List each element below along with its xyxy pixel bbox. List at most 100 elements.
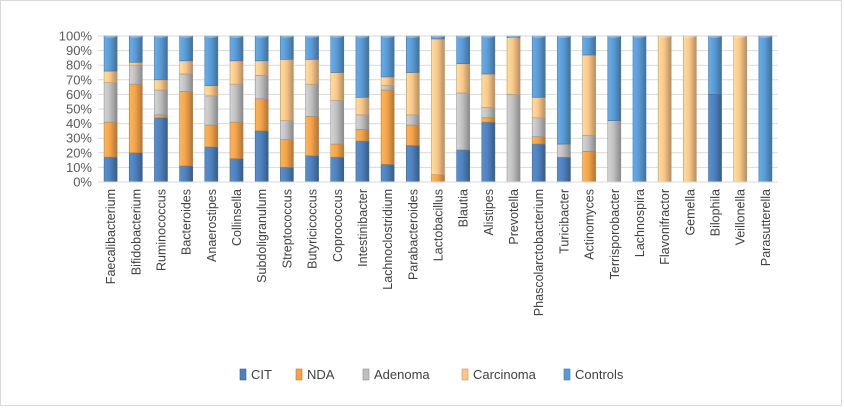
bar-top-cap — [355, 34, 369, 38]
bar-segment-controls — [531, 35, 546, 98]
legend-label-cit: CIT — [251, 367, 272, 382]
bar-segment-adenoma — [456, 92, 470, 151]
bar-segment-adenoma — [280, 120, 294, 140]
bar-segment-carcinoma — [733, 35, 748, 183]
x-category-label: Gemella — [683, 189, 697, 236]
bar-segment-cit — [456, 149, 470, 183]
bar-segment-carcinoma — [481, 73, 496, 108]
x-category-label: Bacteroides — [180, 189, 194, 255]
bar-segment-nda — [481, 117, 496, 123]
bar-segment-controls — [506, 35, 521, 38]
y-tick-label: 60% — [66, 87, 92, 102]
bar-segment-controls — [632, 35, 647, 183]
y-tick-label: 20% — [66, 145, 92, 160]
bar-segment-controls — [582, 35, 596, 56]
bar-segment-controls — [380, 35, 395, 78]
bar-segment-controls — [481, 35, 496, 75]
bar-segment-cit — [355, 140, 370, 183]
bar-top-cap — [280, 34, 294, 38]
x-category-label: Lachnospira — [633, 189, 647, 257]
y-tick-label: 90% — [66, 43, 92, 58]
bar-segment-carcinoma — [330, 72, 345, 101]
bar-top-cap — [658, 34, 672, 38]
bars — [103, 34, 773, 183]
bar-top-cap — [431, 34, 445, 38]
bar-segment-adenoma — [481, 107, 496, 119]
y-tick-label: 80% — [66, 58, 92, 73]
bar-segment-cit — [229, 158, 244, 183]
bar-segment-adenoma — [531, 117, 546, 138]
bar-segment-controls — [254, 35, 269, 62]
bar-segment-carcinoma — [179, 60, 193, 75]
bar-segment-carcinoma — [431, 38, 445, 175]
bar-segment-nda — [406, 124, 420, 146]
y-tick-label: 70% — [66, 72, 92, 87]
bar-segment-controls — [607, 35, 622, 121]
legend-swatch-cit — [239, 368, 247, 381]
bar-segment-nda — [229, 121, 244, 159]
y-tick-label: 40% — [66, 116, 92, 131]
x-category-label: Parasutterella — [759, 189, 773, 266]
bar-top-cap — [733, 34, 747, 38]
bar-segment-cit — [103, 156, 118, 183]
bar-segment-cit — [179, 165, 193, 183]
bar-segment-controls — [330, 35, 345, 73]
bar-segment-nda — [431, 174, 445, 183]
bar-segment-nda — [305, 116, 319, 157]
y-tick-label: 100% — [59, 29, 93, 44]
x-category-label: Blautia — [457, 189, 471, 227]
bar-segment-controls — [204, 35, 219, 86]
bar-segment-carcinoma — [229, 60, 244, 85]
bar-segment-adenoma — [380, 85, 395, 91]
bar-segment-adenoma — [330, 99, 345, 145]
bar-segment-carcinoma — [531, 97, 546, 119]
bar-top-cap — [507, 34, 521, 38]
bar-segment-controls — [280, 35, 294, 60]
x-category-label: Terrisporobacter — [608, 189, 622, 279]
bar-segment-carcinoma — [103, 70, 118, 84]
x-category-label: Flavonifractor — [658, 189, 672, 265]
legend-label-carcinoma: Carcinoma — [473, 367, 537, 382]
bar-segment-adenoma — [154, 89, 168, 116]
bar-segment-carcinoma — [406, 72, 420, 116]
bar-segment-adenoma — [355, 114, 370, 130]
bar-segment-adenoma — [254, 75, 269, 100]
bar-segment-adenoma — [582, 134, 596, 152]
legend-label-controls: Controls — [575, 367, 624, 382]
legend-label-adenoma: Adenoma — [374, 367, 430, 382]
bar-top-cap — [481, 34, 495, 38]
bar-segment-carcinoma — [582, 54, 596, 136]
bar-top-cap — [683, 34, 697, 38]
bar-segment-nda — [582, 151, 596, 183]
x-category-label: Streptococcus — [280, 189, 294, 268]
bar-segment-adenoma — [103, 82, 118, 123]
bar-segment-cit — [531, 143, 546, 183]
legend-swatch-carcinoma — [461, 368, 469, 381]
bar-segment-nda — [531, 136, 546, 145]
bar-top-cap — [607, 34, 621, 38]
y-tick-label: 50% — [66, 102, 92, 117]
bar-top-cap — [456, 34, 470, 38]
bar-segment-controls — [557, 35, 571, 145]
bar-segment-nda — [380, 89, 395, 165]
x-category-label: Lactobacillus — [432, 189, 446, 261]
bar-segment-adenoma — [179, 73, 193, 92]
bar-top-cap — [104, 34, 118, 38]
bar-segment-adenoma — [607, 120, 622, 183]
bar-segment-nda — [280, 139, 294, 168]
bar-top-cap — [708, 34, 722, 38]
bar-top-cap — [632, 34, 646, 38]
bar-segment-carcinoma — [456, 63, 470, 94]
x-axis: Faecalibacterium Bifidobacterium Ruminococ… — [98, 181, 778, 316]
x-category-label: Collinsella — [230, 189, 244, 246]
bar-segment-controls — [103, 35, 118, 72]
bar-segment-controls — [305, 35, 319, 60]
bar-segment-controls — [456, 35, 470, 65]
y-tick-label: 0% — [73, 175, 92, 190]
bar-top-cap — [330, 34, 344, 38]
x-category-label: Actinomyces — [583, 189, 597, 260]
legend-swatch-nda — [295, 368, 303, 381]
bar-segment-adenoma — [506, 94, 521, 183]
x-category-label: Veillonella — [734, 189, 748, 245]
bar-segment-carcinoma — [154, 79, 168, 91]
